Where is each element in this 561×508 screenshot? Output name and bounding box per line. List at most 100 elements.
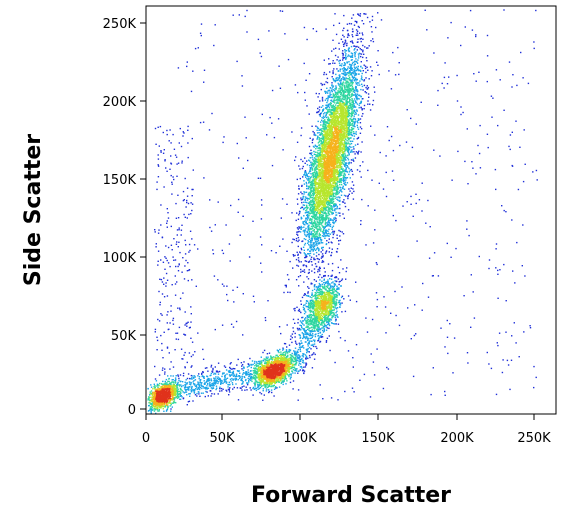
event-point <box>316 194 318 196</box>
event-point <box>315 251 318 254</box>
event-point <box>331 189 333 191</box>
event-point <box>350 112 353 115</box>
event-point <box>335 141 337 143</box>
event-point <box>326 203 328 205</box>
event-point <box>351 34 353 36</box>
event-point <box>359 38 361 40</box>
event-point <box>322 113 325 115</box>
event-point <box>340 183 343 186</box>
event-point <box>307 215 309 218</box>
event-point <box>325 175 328 178</box>
event-point <box>325 125 327 127</box>
event-point <box>342 139 344 141</box>
event-point <box>315 231 317 233</box>
event-point <box>344 109 347 111</box>
event-point <box>334 195 336 197</box>
event-point <box>325 73 328 76</box>
event-point <box>321 180 323 182</box>
event-point <box>342 158 344 160</box>
event-point <box>324 222 327 224</box>
event-point <box>306 164 309 166</box>
event-point <box>315 181 317 184</box>
event-point <box>314 249 317 251</box>
event-point <box>332 146 334 148</box>
event-point <box>332 86 334 88</box>
event-point <box>308 260 311 262</box>
event-point <box>321 172 324 175</box>
event-point <box>356 20 358 23</box>
event-point <box>342 115 344 117</box>
event-point <box>304 230 306 233</box>
event-point <box>338 120 341 123</box>
event-point <box>330 186 332 189</box>
event-point <box>311 179 314 181</box>
event-point <box>310 173 312 175</box>
event-point <box>311 233 314 235</box>
event-point <box>307 194 309 196</box>
event-point <box>342 43 345 46</box>
event-point <box>309 247 311 249</box>
event-point <box>312 230 314 232</box>
event-point <box>335 156 337 159</box>
event-point <box>321 147 323 149</box>
event-point <box>323 199 326 201</box>
event-point <box>352 108 354 110</box>
event-point <box>331 96 333 99</box>
event-point <box>356 110 358 112</box>
event-point <box>302 264 305 266</box>
event-point <box>309 196 311 199</box>
event-point <box>316 191 318 193</box>
event-point <box>338 116 341 119</box>
event-point <box>329 130 331 133</box>
event-point <box>293 238 295 241</box>
event-point <box>331 137 333 139</box>
event-point <box>318 109 321 111</box>
event-point <box>330 108 332 111</box>
event-point <box>336 248 339 250</box>
event-point <box>318 162 321 164</box>
event-point <box>357 41 359 43</box>
event-point <box>327 177 329 180</box>
event-point <box>321 170 323 172</box>
event-point <box>344 116 347 118</box>
event-point <box>343 179 346 182</box>
event-point <box>351 111 354 113</box>
event-point <box>367 69 369 71</box>
event-point <box>348 137 351 139</box>
event-point <box>301 167 304 170</box>
event-point <box>317 258 319 260</box>
event-point <box>306 185 308 187</box>
event-point <box>336 116 338 118</box>
event-point <box>348 129 351 131</box>
event-point <box>366 16 369 19</box>
event-point <box>343 69 345 71</box>
event-point <box>350 106 352 108</box>
event-point <box>322 124 324 126</box>
event-point <box>337 131 339 133</box>
event-point <box>343 27 345 29</box>
event-point <box>333 165 336 167</box>
event-point <box>319 159 321 162</box>
event-point <box>327 206 329 208</box>
event-point <box>343 68 346 70</box>
event-point <box>349 102 351 104</box>
event-point <box>312 183 315 185</box>
event-point <box>314 263 317 265</box>
event-point <box>335 126 337 129</box>
event-point <box>345 91 347 93</box>
event-point <box>329 225 332 228</box>
event-point <box>327 143 329 145</box>
event-point <box>342 101 345 104</box>
event-point <box>333 116 336 118</box>
event-point <box>337 162 339 164</box>
event-point <box>323 146 326 148</box>
event-point <box>308 160 311 162</box>
event-point <box>316 190 319 192</box>
event-point <box>336 122 338 124</box>
event-point <box>286 274 289 276</box>
event-point <box>317 243 319 245</box>
event-point <box>341 154 343 156</box>
event-point <box>337 154 340 156</box>
event-point <box>306 174 308 176</box>
event-point <box>318 163 320 165</box>
